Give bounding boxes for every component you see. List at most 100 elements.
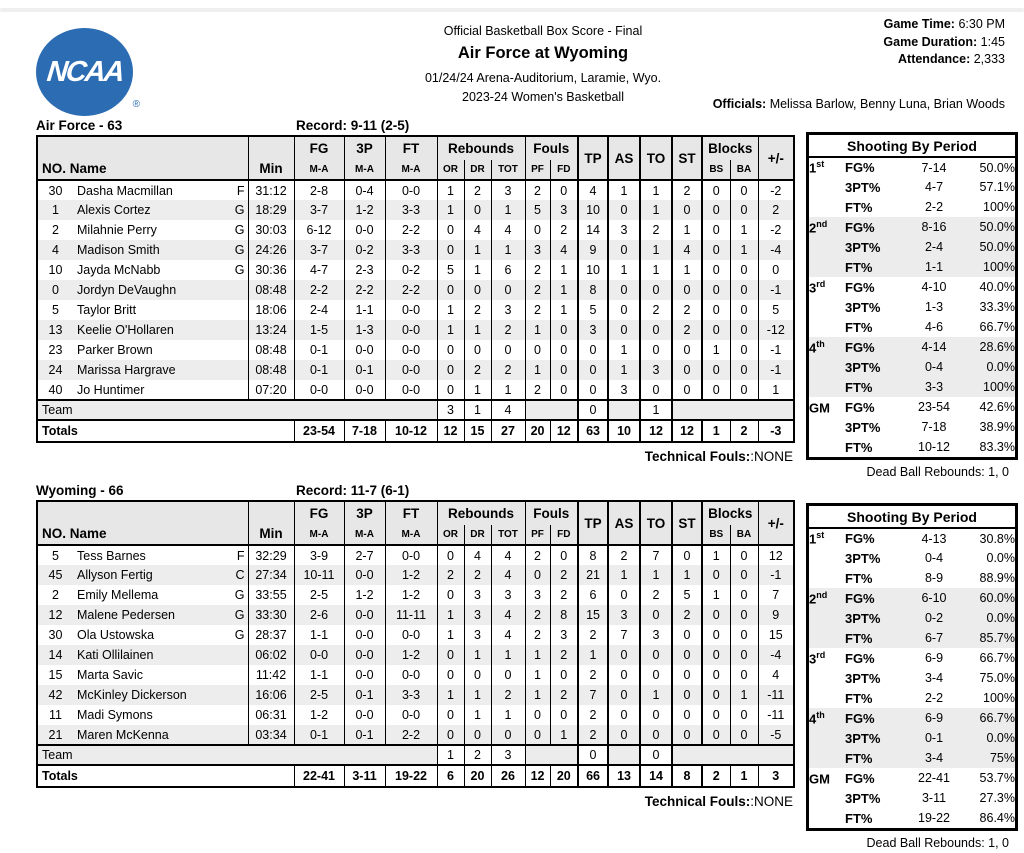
stat-st: 0 xyxy=(671,200,703,220)
col-header-3p: 3P xyxy=(343,136,385,160)
stat-three: 1-3 xyxy=(343,320,385,340)
stat-st: 2 xyxy=(671,300,703,320)
shooting-period-cell xyxy=(809,668,845,688)
stat-as: 2 xyxy=(607,545,641,565)
stat-bs: 0 xyxy=(701,380,731,400)
shooting-stat-label: FT% xyxy=(845,748,905,768)
air-force-score-title: Air Force - 63 xyxy=(36,118,123,133)
stat-tot: 4 xyxy=(490,605,526,625)
shooting-row: FT% 10-12 83.3% xyxy=(809,437,1015,457)
stat-as: 1 xyxy=(607,180,641,200)
stat-pm: 0 xyxy=(757,260,795,280)
team-rebounds-row: Team 3 1 4 0 1 xyxy=(37,400,795,420)
col-header-plus-minus: +/- xyxy=(757,501,795,545)
player-row: 15 Marta Savic 11:42 1-1 0-0 0-0 0 0 0 1 0 2 0 0 0 0 0 4 xyxy=(37,665,795,685)
player-row: 2 Emily Mellema G 33:55 2-5 1-2 1-2 0 3 3 3 2 6 0 2 5 1 0… xyxy=(37,585,795,605)
shooting-percentage: 53.7% xyxy=(979,771,1015,785)
totals-ft: 19-22 xyxy=(384,765,437,787)
stat-pm: 9 xyxy=(757,605,795,625)
shooting-percentage: 42.6% xyxy=(979,400,1015,414)
stat-tot: 0 xyxy=(490,665,526,685)
stat-to: 1 xyxy=(639,260,673,280)
stat-no: 5 xyxy=(52,548,59,563)
totals-label: Totals xyxy=(42,769,78,783)
shooting-row: 3rd FG% 4-10 40.0% xyxy=(809,277,1015,297)
stat-as: 0 xyxy=(607,725,641,745)
shooting-made-attempted: 4-7 xyxy=(924,180,944,194)
stat-fg: 1-5 xyxy=(293,320,344,340)
stat-bs: 0 xyxy=(701,180,731,200)
player-name: Ola Ustowska xyxy=(77,628,155,642)
stat-tp: 2 xyxy=(577,705,609,725)
totals-tot: 26 xyxy=(490,765,526,787)
shooting-stat-label: FG% xyxy=(845,337,905,357)
stat-tp: 2 xyxy=(577,665,609,685)
totals-tot: 27 xyxy=(490,420,526,442)
stat-fd: 0 xyxy=(549,360,579,380)
shooting-period-cell xyxy=(809,417,845,437)
stat-tot: 0 xyxy=(490,280,526,300)
player-name: Allyson Fertig xyxy=(77,568,153,582)
stat-ft: 3-3 xyxy=(384,685,437,705)
stat-as: 3 xyxy=(607,380,641,400)
shooting-percentage: 50.0% xyxy=(979,160,1015,175)
shooting-title: Shooting By Period xyxy=(809,135,1015,158)
totals-dr: 15 xyxy=(463,420,491,442)
stat-no: 42 xyxy=(37,685,73,705)
stat-tot: 4 xyxy=(490,625,526,645)
shooting-stat-label: 3PT% xyxy=(845,790,881,806)
shooting-percentage: 66.7% xyxy=(979,651,1015,665)
stat-or: 1 xyxy=(436,320,464,340)
player-row: 5 Taylor Britt 18:06 2-4 1-1 0-0 1 2 3 2 1 5 0 2 2 0 0 5 xyxy=(37,300,795,320)
stat-dr: 2 xyxy=(463,360,491,380)
player-name-cell: Madi Symons xyxy=(73,705,248,725)
period-ordinal: rd xyxy=(816,278,826,289)
player-name: Tess Barnes xyxy=(77,548,146,563)
col-subheader-fd: FD xyxy=(549,160,579,180)
wyoming-shooting-panel: Shooting By Period 1st FG% 4-13 30.8% 3PT% 0-… xyxy=(806,503,1018,831)
totals-ba: 2 xyxy=(729,420,759,442)
stat-tp: 2 xyxy=(577,625,609,645)
stat-ft: 0-0 xyxy=(384,380,437,400)
stat-fg: 3-7 xyxy=(293,200,344,220)
stat-to: 7 xyxy=(639,545,673,565)
game-duration-value: 1:45 xyxy=(980,34,1005,49)
col-header-3p: 3P xyxy=(343,501,385,525)
player-position: G xyxy=(234,588,245,602)
shooting-made-attempted: 3-4 xyxy=(924,671,944,685)
col-header-as: AS xyxy=(607,501,641,545)
player-position: G xyxy=(234,203,245,217)
shooting-made-attempted: 0-4 xyxy=(905,357,963,377)
player-position: G xyxy=(234,223,245,237)
stat-ft: 0-0 xyxy=(384,625,437,645)
stat-to: 0 xyxy=(639,605,673,625)
stat-bs: 1 xyxy=(701,545,731,565)
stat-pm: 2 xyxy=(757,200,795,220)
shooting-made-attempted: 6-10 xyxy=(905,588,963,608)
shooting-period-cell xyxy=(809,197,845,217)
stat-no: 40 xyxy=(48,382,63,397)
shooting-row: FT% 2-2 100% xyxy=(809,197,1015,217)
shooting-stat-label: FT% xyxy=(845,570,873,586)
stat-pm: -4 xyxy=(757,645,795,665)
team-to: 0 xyxy=(639,745,673,765)
stat-ba: 1 xyxy=(729,685,759,705)
wyoming-shooting-rows: 1st FG% 4-13 30.8% 3PT% 0-4 0.0% FT% 8-9 88.9% 2nd… xyxy=(809,528,1015,828)
stat-min: 32:29 xyxy=(247,545,294,565)
shooting-stat-label: FG% xyxy=(845,588,905,608)
stat-three: 1-2 xyxy=(343,585,385,605)
col-subheader-pf: PF xyxy=(524,160,551,180)
shooting-row: 3PT% 0-1 0.0% xyxy=(809,728,1015,748)
stat-ba: 0 xyxy=(729,380,759,400)
shooting-percentage: 27.3% xyxy=(979,791,1015,805)
shooting-made-attempted: 0-1 xyxy=(905,728,963,748)
stat-or: 0 xyxy=(436,645,464,665)
player-name-cell: Tess Barnes F xyxy=(73,545,248,565)
stat-no: 13 xyxy=(37,320,73,340)
period-ordinal: st xyxy=(816,530,825,541)
technical-fouls-value: :NONE xyxy=(750,794,793,809)
stat-fg: 3-9 xyxy=(293,545,344,565)
stat-pf: 0 xyxy=(524,705,551,725)
stat-pf: 3 xyxy=(524,240,551,260)
player-position: C xyxy=(235,568,245,582)
